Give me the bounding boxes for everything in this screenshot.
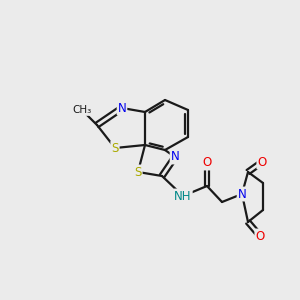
Text: O: O [257, 155, 267, 169]
Text: O: O [202, 157, 211, 169]
Text: N: N [238, 188, 246, 200]
Text: N: N [118, 101, 126, 115]
Text: CH₃: CH₃ [72, 105, 92, 115]
Text: N: N [171, 151, 179, 164]
Text: O: O [255, 230, 265, 242]
Text: S: S [134, 166, 142, 178]
Text: S: S [111, 142, 119, 154]
Text: NH: NH [174, 190, 192, 202]
